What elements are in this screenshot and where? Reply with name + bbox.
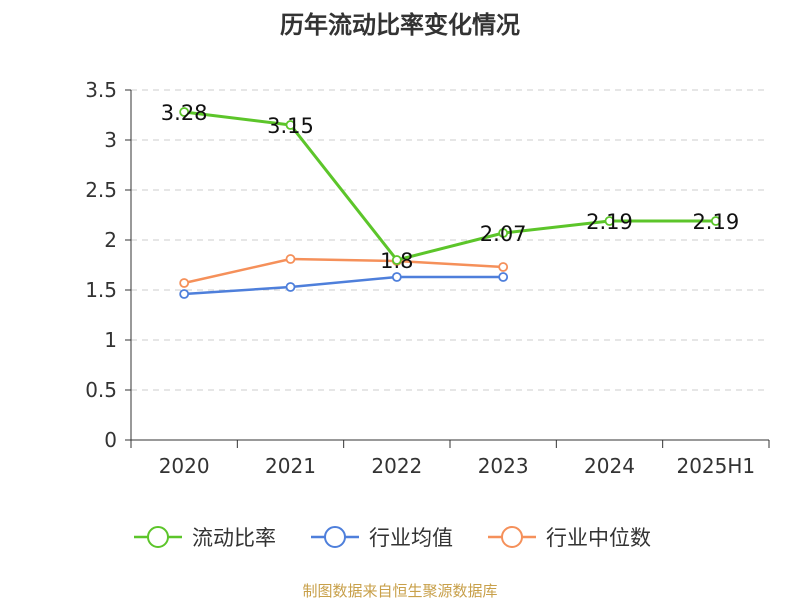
data-labels: 3.28 3.15 1.8 2.07 2.19 2.19 — [161, 101, 739, 273]
x-tick-label: 2024 — [584, 454, 635, 478]
y-tick-label: 3 — [104, 128, 117, 152]
legend-marker — [147, 526, 169, 548]
legend-marker — [324, 526, 346, 548]
x-tick-label: 2021 — [265, 454, 316, 478]
legend-label: 行业均值 — [369, 526, 453, 550]
data-point[interactable] — [498, 262, 509, 272]
legend-item[interactable]: 行业中位数 — [488, 526, 651, 550]
data-label: 3.15 — [267, 114, 314, 138]
data-point[interactable] — [285, 254, 296, 264]
data-point[interactable] — [179, 107, 190, 117]
data-label: 1.8 — [380, 249, 413, 273]
y-tick-label: 2 — [104, 228, 117, 252]
y-tick-label: 0.5 — [85, 378, 117, 402]
data-label: 2.07 — [480, 222, 527, 246]
source-note: 制图数据来自恒生聚源数据库 — [302, 582, 497, 600]
data-point[interactable] — [710, 216, 721, 226]
data-point[interactable] — [498, 228, 509, 238]
x-tick-label: 2025H1 — [676, 454, 755, 478]
series-line-0 — [183, 110, 716, 262]
legend-item[interactable]: 行业均值 — [311, 526, 453, 550]
y-tick-label: 3.5 — [85, 78, 117, 102]
y-tick-label: 1.5 — [85, 278, 117, 302]
y-tick-label: 2.5 — [85, 178, 117, 202]
grid-lines — [131, 89, 769, 391]
data-point[interactable] — [179, 278, 190, 288]
data-point[interactable] — [498, 272, 509, 282]
data-point[interactable] — [391, 272, 402, 282]
data-point[interactable] — [179, 289, 190, 299]
chart-title: 历年流动比率变化情况 — [280, 11, 520, 39]
series-lines — [179, 107, 721, 299]
data-label: 2.19 — [692, 210, 739, 234]
data-label: 3.28 — [161, 101, 208, 125]
data-label: 2.19 — [586, 210, 633, 234]
legend-item[interactable]: 流动比率 — [134, 526, 276, 550]
x-tick-label: 2020 — [159, 454, 210, 478]
data-point[interactable] — [604, 216, 615, 226]
legend-label: 行业中位数 — [546, 526, 651, 550]
data-point[interactable] — [285, 120, 296, 130]
data-point[interactable] — [391, 255, 402, 265]
legend-label: 流动比率 — [192, 526, 276, 550]
y-tick-label: 1 — [104, 328, 117, 352]
legend-marker — [501, 526, 523, 548]
series-line-1 — [184, 275, 504, 296]
y-tick-label: 0 — [104, 428, 117, 452]
x-tick-label: 2022 — [371, 454, 422, 478]
axes: 0 0.5 1 1.5 2 2.5 3 3.5 2020 2021 2022 2023 2024 2025… — [85, 78, 770, 478]
x-tick-label: 2023 — [478, 454, 529, 478]
legend[interactable]: 流动比率 行业均值 行业中位数 — [134, 526, 651, 550]
series-line-2 — [183, 257, 504, 285]
data-point[interactable] — [285, 282, 296, 292]
